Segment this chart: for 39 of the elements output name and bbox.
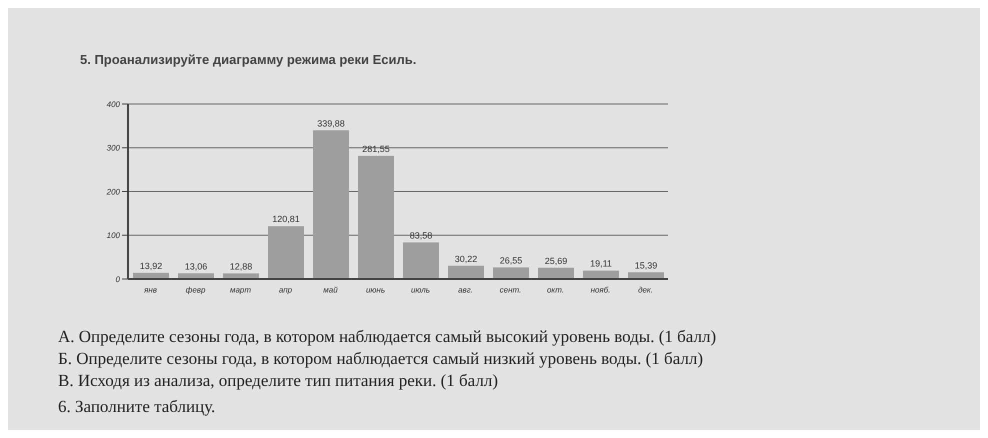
data-label: 339,88	[317, 118, 345, 128]
bar	[493, 267, 529, 279]
data-label: 30,22	[454, 254, 478, 264]
bar	[313, 130, 349, 279]
data-label: 19,11	[590, 258, 612, 269]
text: 6. Заполните таблицу.	[58, 396, 216, 418]
data-label: 13,92	[140, 260, 162, 271]
x-tick-label: февр	[186, 286, 206, 295]
x-tick-label: март	[230, 286, 252, 295]
data-label: 15,39	[634, 260, 658, 270]
data-label: 25,69	[544, 256, 568, 266]
x-tick-label: авг.	[458, 286, 473, 295]
x-tick-label: дек.	[638, 286, 653, 295]
bar	[268, 226, 304, 279]
bar	[358, 156, 394, 279]
x-tick-label: окт.	[546, 286, 564, 295]
bar	[448, 266, 484, 279]
data-label: 13,06	[184, 261, 208, 272]
x-tick-label: нояб.	[590, 286, 610, 295]
chart-title: 5. Проанализируйте диаграмму режима реки Есиль.	[80, 52, 416, 67]
y-tick-label: 400	[106, 100, 121, 109]
x-tick-label: июль	[410, 286, 430, 295]
y-tick-label: 0	[116, 274, 121, 284]
bar	[403, 242, 439, 279]
x-tick-label: май	[323, 286, 338, 295]
x-tick-label: апр	[278, 286, 293, 295]
x-tick-label: сент.	[500, 286, 522, 295]
y-tick-label: 300	[106, 144, 121, 153]
bar	[583, 270, 619, 279]
x-tick-label: янв	[143, 286, 157, 295]
text: В. Исходя из анализа, определите тип питания реки. (1 балл)	[58, 370, 499, 392]
text: Б. Определите сезоны года, в котором наблюдается самый низкий уровень воды. (1 балл)	[58, 348, 704, 370]
text: А. Определите сезоны года, в котором наблюдается самый высокий уровень воды. (1 балл)	[58, 326, 716, 348]
y-tick-label: 100	[106, 231, 121, 240]
x-tick-label: июнь	[366, 286, 386, 295]
data-label: 26,55	[500, 255, 522, 266]
y-tick-label: 200	[106, 187, 121, 196]
data-label: 12,88	[230, 261, 252, 272]
data-label: 120,81	[272, 214, 300, 224]
